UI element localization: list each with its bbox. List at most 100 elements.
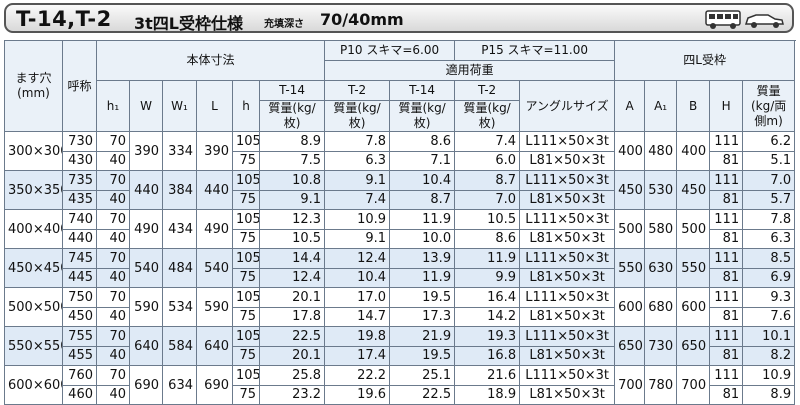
data-cell: 490	[196, 209, 233, 249]
data-cell: 40	[96, 150, 130, 171]
data-cell: L81×50×3t	[519, 150, 616, 171]
header-cell: A₁	[644, 80, 678, 132]
data-cell: 584	[162, 326, 197, 366]
data-cell: 8.6	[389, 131, 456, 152]
data-cell: 5.7	[742, 189, 796, 210]
data-cell: 12.4	[258, 267, 326, 288]
data-cell: 455	[62, 345, 97, 366]
header-cell: 適用荷重	[324, 60, 616, 81]
data-cell: 6.3	[742, 228, 796, 249]
data-cell: 400	[614, 131, 646, 171]
data-cell: 590	[129, 287, 163, 327]
data-cell: 20.1	[258, 287, 326, 308]
header-cell: アングルサイズ	[519, 80, 616, 132]
data-cell: 40	[96, 228, 130, 249]
data-cell: 600	[614, 287, 646, 327]
data-cell: 9.1	[324, 170, 391, 191]
data-cell: 40	[96, 267, 130, 288]
data-cell: 434	[162, 209, 197, 249]
data-cell: 500×500	[4, 287, 63, 327]
data-cell: 460	[62, 384, 97, 405]
data-cell: 7.0	[454, 189, 521, 210]
data-cell: 435	[62, 189, 97, 210]
data-cell: 22.2	[324, 365, 391, 386]
table-row: 435 40 75 9.1 7.4 8.7 7.0 L81×50×3t 81 5.7	[5, 189, 796, 210]
data-cell: 540	[196, 248, 233, 288]
header-cell: P10 スキマ=6.00	[324, 40, 456, 61]
data-cell: 650	[614, 326, 646, 366]
data-cell: 650	[676, 326, 711, 366]
data-cell: 10.9	[324, 209, 391, 230]
data-cell: 40	[96, 189, 130, 210]
data-cell: 400×400	[4, 209, 63, 249]
data-cell: L81×50×3t	[519, 228, 616, 249]
header-cell: 四L受枠	[614, 40, 796, 81]
data-cell: 14.2	[454, 306, 521, 327]
header-cell: L	[196, 80, 233, 132]
data-cell: 81	[709, 384, 744, 405]
data-cell: 445	[62, 267, 97, 288]
data-cell: L81×50×3t	[519, 189, 616, 210]
data-cell: 13.9	[389, 248, 456, 269]
table-row: ます穴 (mm) 呼称 本体寸法 P10 スキマ=6.00 P15 スキマ=11.00 四…	[4, 40, 796, 132]
data-cell: 25.8	[258, 365, 326, 386]
title-bar: T-14,T-2 3t四L受枠仕様 充填深さ 70/40mm	[4, 3, 794, 33]
data-cell: 450×450	[4, 248, 63, 288]
data-cell: 16.8	[454, 345, 521, 366]
data-cell: 384	[162, 170, 197, 210]
data-cell: 484	[162, 248, 197, 288]
table-row: 質量(kg/枚) 質量(kg/枚) 質量(kg/枚) 質量(kg/枚)	[5, 100, 795, 132]
data-cell: 7.4	[454, 131, 521, 152]
data-cell: 700	[676, 365, 711, 405]
data-cell: L111×50×3t	[519, 287, 616, 308]
data-cell: 111	[709, 131, 744, 152]
data-cell: 630	[644, 248, 678, 288]
header-cell: T-2	[454, 80, 521, 101]
data-cell: 17.8	[258, 306, 326, 327]
data-cell: 730	[62, 131, 97, 152]
data-cell: 17.4	[324, 345, 391, 366]
data-cell: 7.1	[389, 150, 456, 171]
header-cell: H	[709, 80, 744, 132]
data-cell: L111×50×3t	[519, 365, 616, 386]
data-cell: L81×50×3t	[519, 345, 616, 366]
data-cell: 600×600	[4, 365, 63, 405]
data-cell: 70	[96, 365, 130, 386]
data-cell: 23.2	[258, 384, 326, 405]
data-cell: 40	[96, 306, 130, 327]
data-cell: 8.5	[742, 248, 796, 269]
title: T-14,T-2	[16, 7, 112, 31]
data-cell: 500	[676, 209, 711, 249]
data-cell: 530	[644, 170, 678, 210]
header-cell: 質量(kg/枚)	[258, 100, 326, 132]
data-cell: 390	[196, 131, 233, 171]
data-cell: 111	[709, 326, 744, 347]
data-cell: 7.5	[258, 150, 326, 171]
data-cell: 111	[709, 170, 744, 191]
data-cell: L111×50×3t	[519, 170, 616, 191]
data-cell: 10.4	[324, 267, 391, 288]
data-cell: 490	[129, 209, 163, 249]
data-cell: 111	[709, 248, 744, 269]
data-cell: 600	[676, 287, 711, 327]
data-cell: 334	[162, 131, 197, 171]
data-cell: 75	[232, 150, 260, 171]
vehicle-icons	[705, 10, 784, 29]
depth-label: 充填深さ	[264, 19, 304, 30]
data-cell: 105	[232, 170, 260, 191]
data-cell: 680	[644, 287, 678, 327]
data-cell: 17.3	[389, 306, 456, 327]
header-cell: 呼称	[62, 40, 97, 132]
data-cell: 14.4	[258, 248, 326, 269]
data-cell: 18.9	[454, 384, 521, 405]
data-cell: 745	[62, 248, 97, 269]
data-cell: 440	[129, 170, 163, 210]
data-cell: 21.6	[454, 365, 521, 386]
data-cell: 755	[62, 326, 97, 347]
data-cell: 75	[232, 306, 260, 327]
data-cell: 40	[96, 384, 130, 405]
data-cell: 14.7	[324, 306, 391, 327]
data-cell: 19.6	[324, 384, 391, 405]
